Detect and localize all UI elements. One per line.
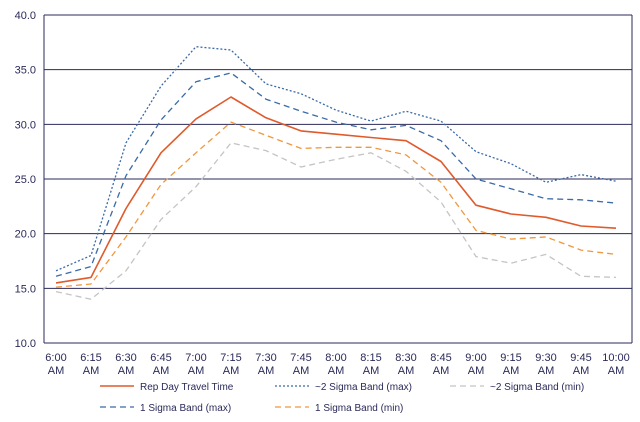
- x-tick-period: AM: [363, 365, 380, 377]
- legend-item: 1 Sigma Band (min): [275, 403, 403, 414]
- legend-label: 1 Sigma Band (max): [140, 403, 231, 414]
- legend-label: 1 Sigma Band (min): [315, 403, 403, 414]
- x-tick-period: AM: [503, 365, 520, 377]
- x-tick-time: 9:15: [500, 352, 521, 364]
- series-layer: [55, 46, 617, 300]
- y-tick-label: 40.0: [15, 10, 36, 22]
- x-axis: 6:00AM6:15AM6:30AM6:45AM7:00AM7:15AM7:30…: [45, 352, 629, 377]
- legend-label: ~2 Sigma Band (min): [490, 382, 584, 393]
- x-tick-period: AM: [188, 365, 205, 377]
- x-tick-time: 7:00: [185, 352, 206, 364]
- x-tick-period: AM: [293, 365, 310, 377]
- y-tick-label: 20.0: [15, 229, 36, 241]
- series-line-1-sigma-band-max: [55, 72, 617, 277]
- x-tick-period: AM: [48, 365, 65, 377]
- x-tick-time: 9:45: [570, 352, 591, 364]
- series-line-2-sigma-band-max: [55, 46, 617, 272]
- x-tick-time: 7:30: [255, 352, 276, 364]
- x-tick-time: 7:15: [220, 352, 241, 364]
- x-tick-time: 6:15: [80, 352, 101, 364]
- x-tick-time: 7:45: [290, 352, 311, 364]
- x-tick-period: AM: [573, 365, 590, 377]
- x-tick-time: 8:15: [360, 352, 381, 364]
- series-line-1-sigma-band-min: [55, 121, 617, 288]
- x-tick-time: 8:45: [430, 352, 451, 364]
- y-tick-label: 25.0: [15, 174, 36, 186]
- legend-label: Rep Day Travel Time: [140, 382, 234, 393]
- x-tick-period: AM: [83, 365, 100, 377]
- x-tick-time: 8:30: [395, 352, 416, 364]
- legend-item: Rep Day Travel Time: [100, 382, 234, 393]
- x-tick-time: 6:00: [45, 352, 66, 364]
- series-line-2-sigma-band-min: [55, 142, 617, 300]
- y-tick-label: 35.0: [15, 65, 36, 77]
- x-tick-period: AM: [153, 365, 170, 377]
- x-tick-time: 9:00: [465, 352, 486, 364]
- grid-layer: [43, 14, 633, 344]
- legend: Rep Day Travel Time ~2 Sigma Band (max) ~2…: [100, 382, 584, 414]
- x-tick-time: 6:45: [150, 352, 171, 364]
- x-tick-period: AM: [118, 365, 135, 377]
- x-tick-period: AM: [398, 365, 415, 377]
- legend-item: ~2 Sigma Band (max): [275, 382, 412, 393]
- x-tick-period: AM: [468, 365, 485, 377]
- legend-item: ~2 Sigma Band (min): [450, 382, 584, 393]
- x-tick-time: 9:30: [535, 352, 556, 364]
- x-tick-period: AM: [608, 365, 625, 377]
- y-tick-label: 15.0: [15, 283, 36, 295]
- x-tick-time: 6:30: [115, 352, 136, 364]
- x-tick-time: 10:00: [602, 352, 630, 364]
- legend-item: 1 Sigma Band (max): [100, 403, 231, 414]
- x-tick-period: AM: [433, 365, 450, 377]
- y-tick-label: 10.0: [15, 338, 36, 350]
- legend-label: ~2 Sigma Band (max): [315, 382, 412, 393]
- y-axis: 10.0 15.0 20.0 25.0 30.0 35.0 40.0: [15, 10, 36, 350]
- x-tick-period: AM: [328, 365, 345, 377]
- series-line-rep-day-travel-time: [55, 96, 617, 284]
- x-tick-period: AM: [258, 365, 275, 377]
- y-tick-label: 30.0: [15, 119, 36, 131]
- x-tick-period: AM: [223, 365, 240, 377]
- x-tick-time: 8:00: [325, 352, 346, 364]
- x-tick-period: AM: [538, 365, 555, 377]
